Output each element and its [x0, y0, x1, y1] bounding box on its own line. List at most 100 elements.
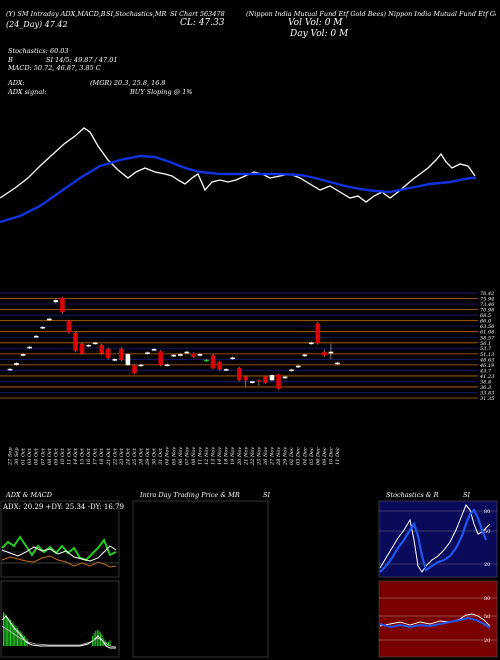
- macd-histogram-bar: [15, 626, 17, 646]
- price-tick-label: 53.7: [480, 346, 492, 352]
- price-tick-label: 51.13: [480, 352, 494, 358]
- candle-body: [66, 320, 72, 333]
- header-title-2: SI,Stochastics,MR: [106, 10, 167, 18]
- macd-histogram-bar: [18, 629, 20, 646]
- price-tick-label: 63.56: [480, 324, 495, 330]
- candle-body: [328, 351, 334, 354]
- candle-body: [158, 351, 163, 366]
- candle-body: [263, 376, 268, 383]
- price-tick-label: 56.1: [480, 341, 491, 347]
- stoch-white-line: [379, 504, 491, 573]
- date-label: 14 Nov: [217, 447, 223, 465]
- macd-histogram-bar: [104, 640, 106, 646]
- macd-histogram-bar: [4, 613, 6, 646]
- candle-body: [204, 359, 209, 362]
- candle-body: [40, 326, 46, 329]
- candle-body: [7, 368, 13, 371]
- vol-label: Vol Vol: 0 M: [288, 18, 343, 28]
- adx-orange-line: [1, 555, 117, 568]
- rsi-tick-20: 20: [484, 638, 490, 644]
- stoch-panel-title: Stochastics & R: [386, 491, 439, 499]
- header-day-value: (24_Day) 47.42: [6, 20, 68, 29]
- stoch-blue-line: [379, 508, 488, 573]
- macd-histogram-bar: [24, 636, 25, 646]
- candle-body: [276, 374, 281, 389]
- intraday-si-label: SI: [263, 491, 271, 499]
- macd-histogram-bar: [21, 632, 23, 646]
- candle-body: [197, 354, 203, 356]
- date-label: 21 Oct: [106, 447, 112, 466]
- candle-body: [92, 342, 98, 345]
- date-label: 04 Dec: [302, 447, 308, 465]
- date-label: 29 Oct: [145, 447, 151, 466]
- date-label: 11 Oct: [66, 447, 72, 465]
- macd-histogram-bar: [8, 618, 10, 646]
- date-label: 21 Nov: [243, 447, 249, 466]
- macd-histogram-bar: [96, 630, 98, 646]
- date-label: 04 Oct: [34, 447, 40, 465]
- candle-body: [282, 376, 288, 379]
- candle-body: [295, 365, 301, 368]
- date-label: 22 Oct: [112, 447, 118, 466]
- date-label: 17 Oct: [93, 447, 99, 465]
- header-title-1: (Y) SM Intraday ADX,MACD,B: [6, 10, 106, 18]
- stochastics-value: Stochastics: 60.03: [8, 47, 69, 55]
- date-label: 06 Dec: [315, 447, 321, 465]
- price-tick-label: 70.98: [480, 308, 494, 314]
- candle-body: [289, 369, 294, 372]
- date-label: 19 Nov: [230, 447, 236, 465]
- date-label: 18 Nov: [224, 447, 230, 465]
- candle-body: [73, 332, 78, 351]
- header-title-4: (Nippon India Mutual Fund Etf Gold Bees)…: [246, 10, 496, 18]
- price-tick-label: 38.8: [480, 379, 491, 385]
- price-axis-ticks: 78.4275.9473.4670.9868.566.063.5661.0858…: [479, 291, 495, 402]
- price-tick-label: 33.83: [480, 390, 494, 396]
- price-tick-label: 31.35: [480, 396, 494, 402]
- rsi-white-line: [379, 613, 491, 627]
- date-label: 22 Nov: [250, 447, 256, 466]
- candle-body: [217, 361, 222, 370]
- date-label: 06 Nov: [178, 447, 184, 465]
- macd-value: MACD: 50.72, 46.87, 3.85 C: [8, 64, 101, 72]
- candle-body: [53, 300, 59, 303]
- si-prefix: B: [8, 56, 13, 64]
- candle-body: [27, 346, 32, 349]
- macd-histogram-bar: [7, 616, 9, 646]
- price-tick-label: 66.0: [480, 319, 492, 325]
- date-label: 30 Oct: [152, 447, 158, 465]
- macd-histogram-bar: [17, 628, 18, 646]
- adx-values: ADX: 20.29 +DY: 25.34 -DY: 16.79: [3, 503, 124, 511]
- price-tick-label: 73.46: [480, 302, 495, 308]
- price-overlay-line: [0, 127, 476, 203]
- date-axis-labels: 27 Sep 30 Sep 01 Oct 03 Oct 04 Oct 07 Oct 08 O…: [8, 447, 342, 466]
- date-label: 09 Dec: [322, 447, 328, 465]
- rsi-blue-line: [379, 616, 491, 629]
- moving-average-line: [0, 154, 476, 224]
- candle-body: [315, 323, 321, 344]
- price-tick-label: 78.42: [480, 291, 494, 297]
- price-tick-label: 61.08: [480, 330, 494, 336]
- adx-label: ADX:: [8, 79, 25, 87]
- adx-panel-frame: [0, 500, 120, 578]
- rsi-tick-50: 50: [484, 614, 490, 620]
- dayvol-label: Day Vol: 0 M: [290, 29, 349, 39]
- price-tick-label: 41.23: [479, 374, 494, 380]
- date-label: 08 Oct: [47, 447, 53, 465]
- macd-panel-frame: [0, 580, 120, 658]
- stoch-tick-20: 20: [484, 562, 490, 568]
- candle-body: [171, 354, 177, 357]
- candle-body: [302, 354, 308, 357]
- date-label: 01 Oct: [21, 447, 27, 465]
- date-label: 28 Oct: [139, 447, 145, 466]
- candle-body: [79, 343, 85, 354]
- date-label: 31 Oct: [158, 447, 164, 465]
- date-label: 25 Nov: [256, 447, 262, 466]
- date-label: 15 Oct: [80, 447, 86, 465]
- candle-body: [223, 369, 229, 371]
- adx-macd-panel-title: ADX & MACD: [6, 491, 52, 499]
- macd-histogram-bar: [100, 632, 101, 646]
- macd-histogram-bar: [14, 624, 16, 646]
- macd-histogram-bar: [11, 621, 13, 646]
- stoch-tick-50: 50: [484, 529, 490, 535]
- macd-histogram-bar: [3, 612, 4, 646]
